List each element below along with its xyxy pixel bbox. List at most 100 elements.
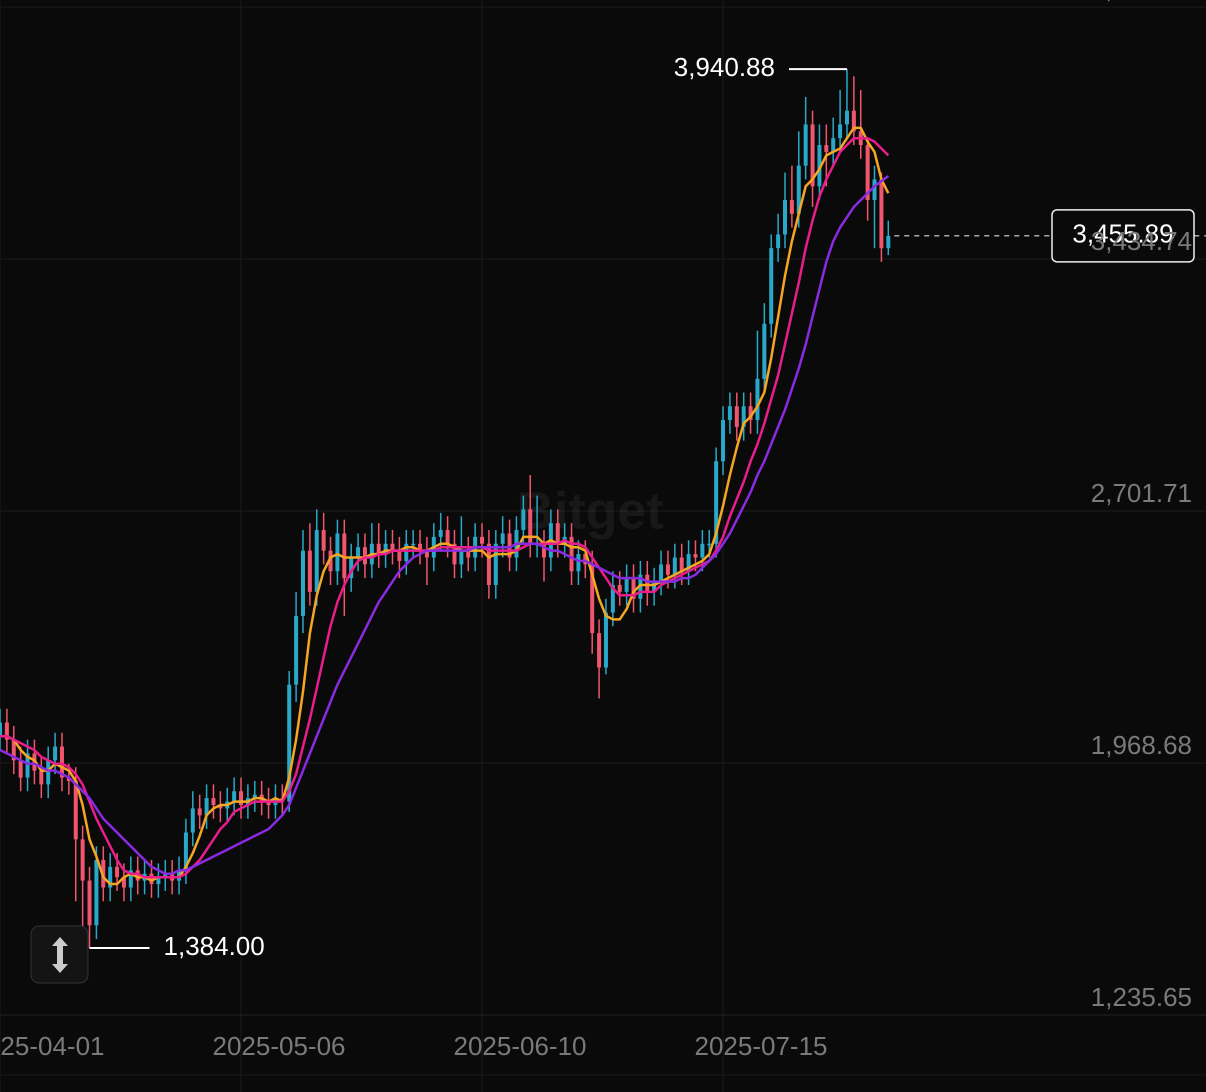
candle-body	[645, 574, 650, 592]
candle-body	[190, 808, 195, 833]
y-tick-label: 2,701.71	[1091, 478, 1192, 508]
candle-body	[135, 870, 140, 881]
candle-body	[810, 124, 815, 187]
candle-body	[672, 557, 677, 575]
candle-body	[721, 420, 726, 462]
x-tick-label: 2025-05-06	[213, 1031, 346, 1061]
candle-body	[555, 523, 560, 544]
candle-body	[693, 554, 698, 558]
candle-body	[480, 536, 485, 544]
candle-body	[734, 406, 739, 427]
candle-body	[87, 880, 92, 926]
candle-body	[300, 550, 305, 616]
candle-body	[73, 780, 78, 840]
candle-body	[583, 554, 588, 565]
y-tick-label: 3,434.74	[1091, 226, 1192, 256]
candle-body	[25, 753, 30, 778]
candle-body	[714, 461, 719, 544]
candle-body	[824, 145, 829, 152]
candle-body	[128, 870, 133, 888]
candle-body	[197, 808, 202, 816]
candle-body	[321, 530, 326, 551]
candle-body	[762, 323, 767, 379]
last-price-box	[1051, 209, 1195, 263]
watermark: Bitget	[516, 483, 663, 541]
candle-body	[287, 684, 292, 802]
candle-body	[652, 581, 657, 592]
candle-body	[817, 145, 822, 187]
candle-body	[314, 530, 319, 592]
candle-body	[452, 543, 457, 565]
low-label: 1,384.00	[164, 931, 265, 961]
candle-body	[335, 533, 340, 572]
moving-average-line	[0, 126, 890, 886]
candle-body	[349, 557, 354, 579]
candle-body	[53, 746, 58, 761]
candle-body	[783, 200, 788, 235]
moving-average-line	[0, 136, 890, 879]
candle-body	[204, 798, 209, 816]
candle-body	[610, 585, 615, 613]
candle-body	[796, 165, 801, 214]
candle-body	[266, 801, 271, 805]
scale-toggle-button[interactable]	[30, 925, 89, 984]
candle-body	[46, 760, 51, 785]
candle-body	[59, 746, 64, 778]
plot: 3,940.88 1,384.00 3,455.89	[0, 52, 1206, 961]
candle-body	[665, 564, 670, 575]
candle-body	[183, 832, 188, 871]
candle-body	[0, 722, 2, 737]
candle-body	[541, 543, 546, 558]
candle-body	[39, 770, 44, 785]
candle-body	[239, 791, 244, 805]
candle-body	[252, 794, 257, 799]
candle-body	[376, 543, 381, 555]
candle-body	[424, 550, 429, 558]
candle-body	[18, 760, 23, 778]
high-label: 3,940.88	[674, 52, 775, 82]
candle-body	[108, 866, 113, 888]
x-tick-label: 2025-07-15	[695, 1031, 828, 1061]
candle-body	[438, 530, 443, 537]
candle-body	[569, 536, 574, 572]
candle-body	[445, 530, 450, 544]
candle-body	[886, 235, 891, 249]
candle-body	[789, 200, 794, 214]
candle-body	[624, 578, 629, 592]
candle-body	[679, 557, 684, 572]
updown-icon	[52, 937, 68, 973]
x-tick-label: 2025-06-10	[454, 1031, 587, 1061]
candle-body	[776, 234, 781, 249]
candle-body	[94, 859, 99, 926]
candle-body	[466, 550, 471, 558]
candle-body	[294, 615, 299, 685]
candle-body	[838, 124, 843, 139]
candle-body	[390, 543, 395, 551]
candle-body	[831, 138, 836, 152]
x-tick-label: 2025-04-01	[0, 1031, 105, 1061]
candle-body	[149, 873, 154, 885]
candle-body	[865, 145, 870, 201]
candle-body	[80, 839, 85, 881]
candle-body	[803, 124, 808, 166]
candle-body	[631, 578, 636, 599]
candle-body	[872, 179, 877, 201]
candle-body	[686, 554, 691, 572]
candle-body	[521, 509, 526, 531]
candle-body	[748, 406, 753, 421]
y-tick-label: 1,968.68	[1091, 730, 1192, 760]
candle-body	[121, 877, 126, 888]
candle-body	[741, 406, 746, 427]
y-tick-label: 1,235.65	[1091, 982, 1192, 1012]
candle-body	[597, 633, 602, 668]
candle-body	[659, 564, 664, 582]
candle-body	[11, 739, 16, 761]
candle-body	[218, 804, 223, 809]
candle-body	[493, 543, 498, 586]
candle-body	[603, 612, 608, 668]
candle-body	[507, 533, 512, 558]
